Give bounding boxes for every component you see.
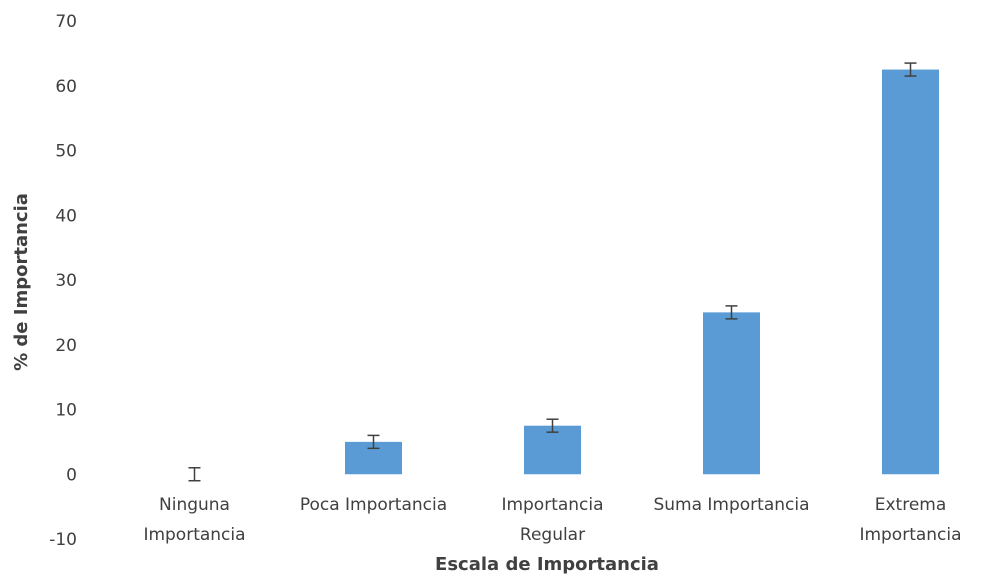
y-tick-label: 60 — [55, 77, 77, 97]
y-axis-ticks: -10 0 10 20 30 40 50 60 70 — [49, 12, 77, 550]
x-axis-labels: Ninguna Importancia Poca Importancia Import… — [143, 495, 961, 545]
y-tick-label: 0 — [66, 465, 77, 485]
y-tick-label: -10 — [49, 530, 77, 550]
x-category-label: Importancia Regular — [501, 495, 603, 545]
error-bar — [546, 418, 559, 433]
error-bars-group — [188, 62, 917, 482]
bars-group — [345, 69, 939, 475]
bar — [703, 312, 760, 475]
y-tick-label: 50 — [55, 142, 77, 162]
bar — [882, 69, 939, 475]
y-tick-label: 70 — [55, 12, 77, 32]
error-bar — [188, 467, 201, 482]
y-tick-label: 40 — [55, 206, 77, 226]
x-category-label: Ninguna Importancia — [143, 495, 245, 545]
error-bar — [367, 434, 380, 450]
y-tick-label: 10 — [55, 401, 77, 421]
error-bar — [904, 62, 917, 77]
x-axis-title: Escala de Importancia — [435, 554, 659, 575]
y-axis-title: % de Importancia — [11, 193, 32, 371]
y-tick-label: 20 — [55, 336, 77, 356]
x-category-label: Extrema Importancia — [859, 495, 961, 545]
x-category-label: Poca Importancia — [300, 495, 447, 515]
y-tick-label: 30 — [55, 271, 77, 291]
x-category-label: Suma Importancia — [653, 495, 809, 515]
bar — [524, 425, 581, 475]
error-bar — [725, 305, 738, 320]
